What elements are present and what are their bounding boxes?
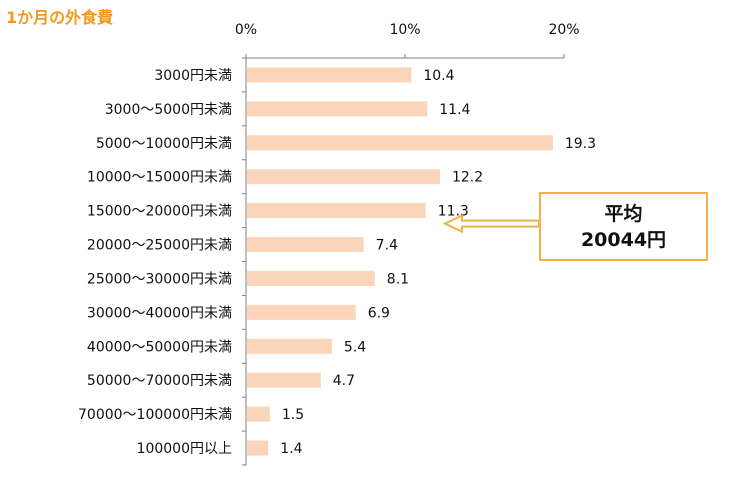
data-label: 6.9 [368,305,390,321]
category-label: 3000円未満 [154,68,232,84]
category-label: 100000円以上 [137,441,232,457]
bars [247,67,553,456]
bar [247,237,364,253]
bar [247,203,426,219]
axes [242,54,565,466]
bar [247,406,270,422]
chart-title: 1か月の外食費 [6,8,114,27]
category-label: 40000～50000円未満 [87,339,232,355]
bar [247,270,375,286]
data-label: 10.4 [423,68,454,84]
bar [247,338,332,354]
category-label: 15000～20000円未満 [87,204,232,220]
bar [247,101,428,117]
category-label: 25000～30000円未満 [87,271,232,287]
data-label: 1.5 [282,407,304,423]
category-label: 70000～100000円未満 [78,407,232,423]
category-label: 5000～10000円未満 [96,136,232,152]
category-label: 20000～25000円未満 [87,238,232,254]
data-label: 4.7 [333,373,355,389]
bar [247,304,356,320]
x-tick-label: 10% [389,22,420,38]
category-label: 10000～15000円未満 [87,170,232,186]
bar [247,67,412,83]
data-label: 12.2 [452,170,483,186]
bar [247,440,269,456]
data-label: 19.3 [565,136,596,152]
data-label: 5.4 [344,339,366,355]
average-callout: 平均 20044円 [539,192,708,261]
bar [247,135,553,151]
data-label: 11.4 [439,102,470,118]
callout-arrow [442,214,540,234]
bar [247,169,440,185]
x-tick-label: 0% [235,22,257,38]
data-label: 1.4 [280,441,302,457]
category-label: 3000～5000円未満 [105,102,232,118]
data-label: 8.1 [387,271,409,287]
arrow-icon [442,214,540,234]
average-callout-value: 20044円 [580,228,667,251]
x-tick-label: 20% [548,22,579,38]
labels: 0% 10% 20% 3000円未満 10.4 3000～5000円未満 11.4 5000～… [78,22,596,457]
category-label: 30000～40000円未満 [87,305,232,321]
bar [247,372,321,388]
data-label: 11.3 [438,204,469,220]
data-label: 7.4 [376,238,398,254]
average-callout-label: 平均 [604,202,643,225]
category-label: 50000～70000円未満 [87,373,232,389]
